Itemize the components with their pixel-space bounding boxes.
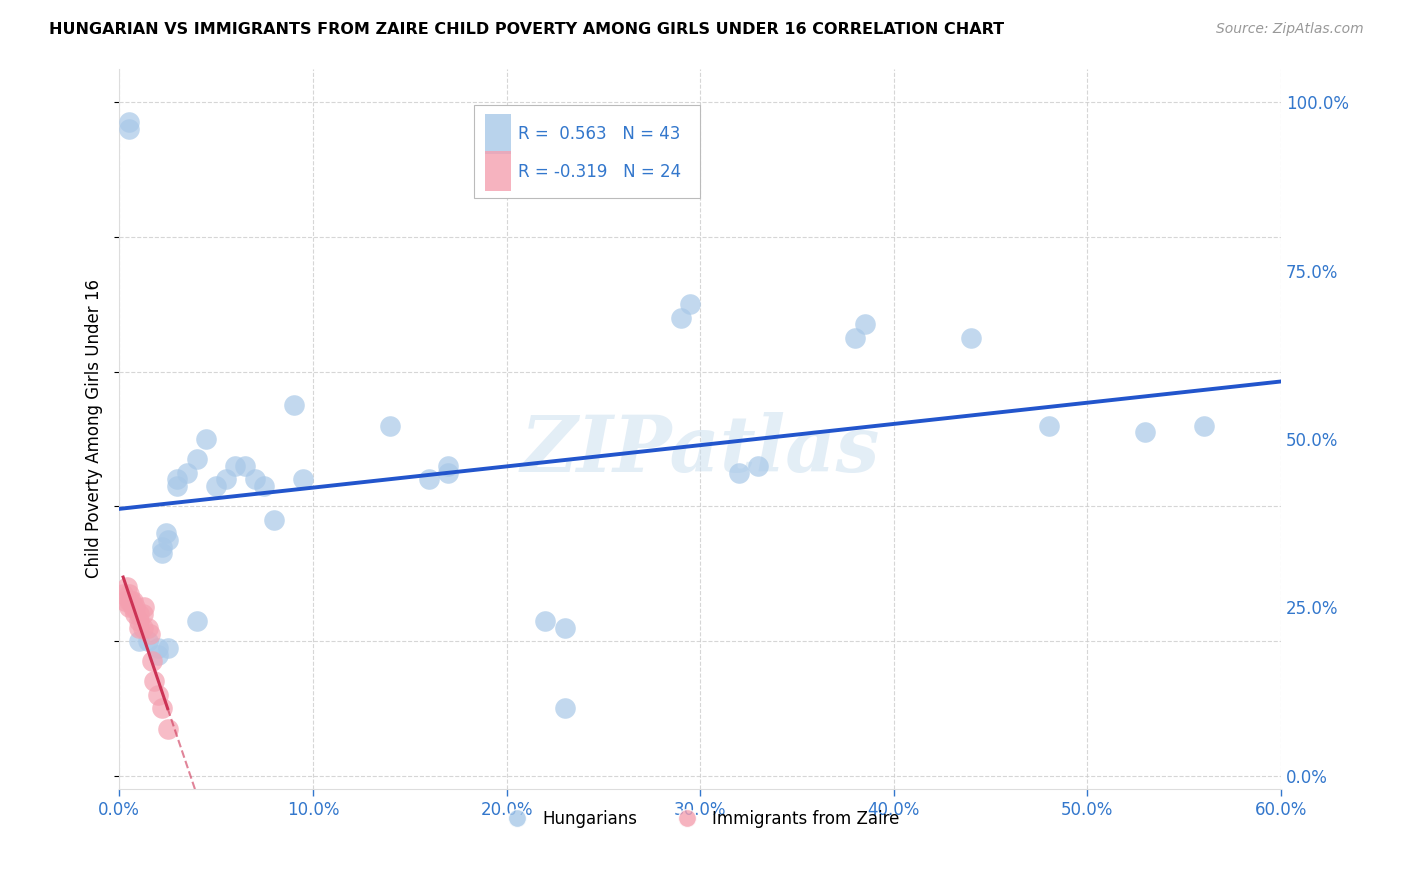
Legend: Hungarians, Immigrants from Zaire: Hungarians, Immigrants from Zaire [494, 804, 907, 835]
Point [418, 472, 440, 486]
Text: R = -0.319   N = 24: R = -0.319 N = 24 [517, 163, 681, 181]
Point [224, 458, 246, 473]
Point [121, 600, 143, 615]
Point [166, 472, 188, 486]
Point [128, 614, 150, 628]
Point [118, 593, 141, 607]
Point [131, 607, 153, 621]
Point [118, 122, 141, 136]
Point [437, 458, 460, 473]
Point [136, 634, 159, 648]
Point [114, 593, 136, 607]
Point [118, 587, 141, 601]
Point [112, 587, 135, 601]
Point [215, 472, 238, 486]
Point [534, 614, 557, 628]
Y-axis label: Child Poverty Among Girls Under 16: Child Poverty Among Girls Under 16 [86, 279, 103, 578]
Point [128, 621, 150, 635]
Point [118, 600, 141, 615]
Point [853, 318, 876, 332]
Text: HUNGARIAN VS IMMIGRANTS FROM ZAIRE CHILD POVERTY AMONG GIRLS UNDER 16 CORRELATIO: HUNGARIAN VS IMMIGRANTS FROM ZAIRE CHILD… [49, 22, 1004, 37]
Point [131, 621, 153, 635]
Point [176, 466, 198, 480]
Point [186, 614, 208, 628]
Point [263, 513, 285, 527]
Point [205, 479, 228, 493]
Point [1135, 425, 1157, 440]
FancyBboxPatch shape [474, 104, 700, 198]
Point [134, 600, 156, 615]
Point [141, 654, 163, 668]
Text: R =  0.563   N = 43: R = 0.563 N = 43 [517, 125, 681, 143]
Point [146, 640, 169, 655]
Point [120, 593, 142, 607]
Point [166, 479, 188, 493]
Point [844, 331, 866, 345]
Point [146, 688, 169, 702]
Text: Source: ZipAtlas.com: Source: ZipAtlas.com [1216, 22, 1364, 37]
Point [150, 701, 173, 715]
Point [115, 580, 138, 594]
Point [437, 466, 460, 480]
Point [139, 627, 162, 641]
Point [136, 621, 159, 635]
Point [186, 452, 208, 467]
Point [233, 458, 256, 473]
Point [960, 331, 983, 345]
Bar [485, 152, 510, 191]
Point [150, 540, 173, 554]
Point [554, 621, 576, 635]
Point [253, 479, 276, 493]
Point [727, 466, 749, 480]
Point [1038, 418, 1060, 433]
Point [243, 472, 266, 486]
Point [283, 398, 305, 412]
Text: ZIPatlas: ZIPatlas [520, 412, 880, 489]
Point [292, 472, 315, 486]
Point [380, 418, 402, 433]
Point [143, 674, 166, 689]
Point [1192, 418, 1215, 433]
Point [155, 526, 177, 541]
Point [669, 310, 692, 325]
Point [128, 634, 150, 648]
Point [679, 297, 702, 311]
Point [554, 701, 576, 715]
Point [121, 593, 143, 607]
Bar [485, 114, 510, 153]
Point [124, 607, 146, 621]
Point [156, 722, 179, 736]
Point [156, 533, 179, 547]
Point [146, 648, 169, 662]
Point [118, 115, 141, 129]
Point [156, 640, 179, 655]
Point [150, 546, 173, 560]
Point [124, 600, 146, 615]
Point [128, 607, 150, 621]
Point [195, 432, 218, 446]
Point [747, 458, 769, 473]
